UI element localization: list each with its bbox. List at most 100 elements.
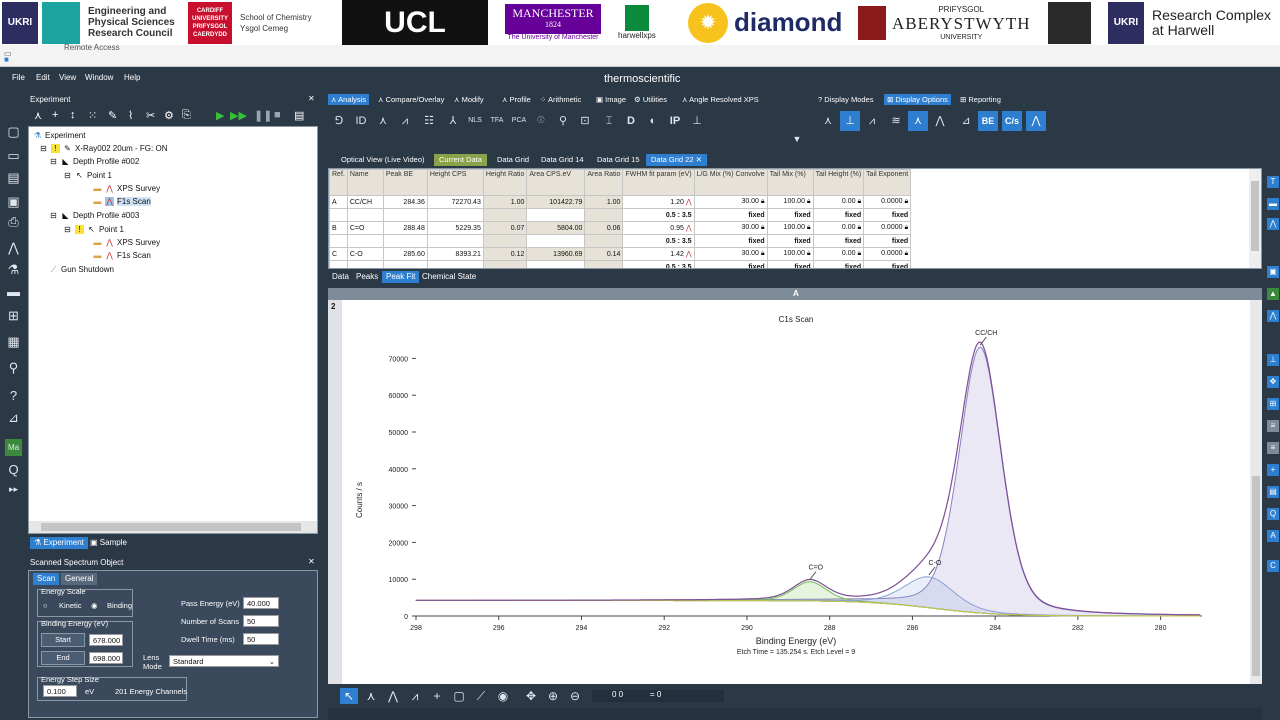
ip-icon[interactable]: IP [669, 115, 681, 127]
quant-icon[interactable]: ⊡ [580, 115, 590, 127]
collapse-icon[interactable]: ⊟ [50, 156, 57, 166]
table-icon[interactable]: ▦ [7, 334, 20, 349]
region-icon[interactable]: ⩘ [411, 689, 419, 703]
tree-hscroll[interactable] [29, 521, 317, 533]
cell-fwhm[interactable]: 0.95 ⋀ [622, 221, 695, 235]
cell-lg[interactable]: 30.00 🔒︎ [693, 247, 768, 261]
grid-vscroll[interactable] [1249, 169, 1261, 268]
tree-node-point[interactable]: ⊟ ↖ Point 1 [63, 169, 112, 181]
menu-edit[interactable]: Edit [36, 73, 50, 82]
peak-fit-icon[interactable]: ⅁ [334, 115, 344, 127]
play-all-icon[interactable]: ▶▶ [230, 110, 247, 122]
constraint-row[interactable]: 0.5 : 3.5 fixed fixed fixed fixed [329, 208, 912, 222]
tree-node-depth-profile[interactable]: ⊟ ◣ Depth Profile #003 [49, 209, 139, 221]
cell-be[interactable]: 288.48 [382, 221, 428, 235]
brush-icon[interactable]: ⌇ [128, 110, 134, 122]
flask-icon[interactable]: ⚗ [7, 262, 20, 277]
tab-display-options[interactable]: ⊠ Display Options [884, 94, 951, 105]
line-icon[interactable]: ⟋ [476, 689, 486, 703]
add-icon[interactable]: + [52, 109, 59, 121]
pointer-icon[interactable]: ↖ [340, 688, 358, 704]
eye-icon[interactable]: ◉ [497, 689, 509, 703]
cell-tail-mix[interactable]: 100.00 🔒︎ [766, 221, 814, 235]
folder-icon[interactable]: ▬ [1267, 198, 1279, 210]
move-icon[interactable]: ✥ [525, 689, 537, 703]
panel-icon[interactable]: T [1267, 176, 1279, 188]
print-icon[interactable]: ⎙ [8, 214, 19, 229]
stop-icon[interactable]: ■ [274, 109, 281, 121]
drop-icon[interactable]: ◐ [649, 115, 657, 127]
tab-general[interactable]: General [61, 573, 98, 585]
cell-fixed[interactable]: fixed [863, 208, 912, 222]
cell-tail-exp[interactable]: 0.0000 🔒︎ [863, 247, 912, 261]
cell-tail-exp[interactable]: 0.0000 🔒︎ [863, 221, 912, 235]
pass-energy-input[interactable]: 40.000 [243, 597, 279, 609]
sample-icon[interactable]: ⚲ [8, 360, 19, 375]
chart-icon[interactable]: ⩘ [401, 115, 409, 127]
tab-arxps[interactable]: ⋏ Angle Resolved XPS [682, 95, 759, 104]
cell-fixed[interactable]: fixed [766, 260, 814, 268]
search-icon[interactable]: Q [8, 462, 19, 477]
tfa-icon[interactable]: TFA [490, 117, 504, 124]
cell-lg[interactable]: 30.00 🔒︎ [693, 221, 768, 235]
cell-fwhm[interactable]: 1.20 ⋀ [622, 195, 695, 209]
import-icon[interactable]: ⎘ [182, 109, 191, 121]
dropdown-icon[interactable]: ▼ [792, 134, 802, 144]
tab-modify[interactable]: ⋏ Modify [454, 95, 484, 104]
tree-node-survey[interactable]: ▬ ⋀ XPS Survey [93, 182, 161, 194]
close-icon[interactable]: ✕ [695, 155, 702, 164]
cell-be[interactable]: 284.36 [382, 195, 428, 209]
search-icon[interactable]: Q [1267, 508, 1279, 520]
constraint-row[interactable]: 0.5 : 3.5 fixed fixed fixed fixed [329, 234, 912, 248]
grid-dots-icon[interactable]: ⁙ [88, 110, 98, 122]
zoom-in-icon[interactable]: ⊕ [547, 689, 559, 703]
spectrum-icon[interactable]: ⋀ [1267, 310, 1279, 322]
tab-reporting[interactable]: ⊞ Reporting [960, 95, 1001, 104]
cell-tail-height[interactable]: 0.00 🔒︎ [812, 247, 865, 261]
table-row[interactable]: A CC/CH 284.36 72270.43 1.00 101422.79 1… [329, 195, 912, 209]
start-button[interactable]: Start [41, 633, 85, 647]
cell-tail-mix[interactable]: 100.00 🔒︎ [766, 247, 814, 261]
cell-name[interactable]: C=O [346, 221, 384, 235]
marker-icon[interactable]: ⊥ [692, 115, 702, 127]
cell-name[interactable]: CC/CH [346, 195, 384, 209]
tab-sample[interactable]: ▣ Sample [86, 537, 131, 549]
scan-icon[interactable]: ⌶ [605, 115, 613, 127]
tree-node-point[interactable]: ⊟ ! ↖ Point 1 [63, 223, 124, 235]
crosshair-icon[interactable]: + [433, 689, 441, 703]
cell-fixed[interactable]: fixed [766, 234, 814, 248]
residual-icon[interactable]: ⋀ [935, 115, 945, 127]
ruler-icon[interactable]: ⊿ [8, 410, 19, 425]
cell-fixed[interactable]: fixed [693, 234, 768, 248]
survey-icon[interactable]: ⋏ [378, 115, 388, 127]
tab-experiment[interactable]: ⚗ Experiment [30, 537, 88, 549]
stage-icon[interactable]: ▬ [7, 284, 20, 299]
cell-fixed[interactable]: fixed [693, 208, 768, 222]
tab-display-modes[interactable]: ? Display Modes [818, 95, 873, 104]
cell-tail-height[interactable]: 0.00 🔒︎ [812, 195, 865, 209]
nls-icon[interactable]: NLS [468, 117, 482, 124]
id-circle-icon[interactable]: ⓘ [537, 117, 545, 124]
envelope-icon[interactable]: ≋ [891, 115, 901, 127]
grid-icon[interactable]: ⊞ [1267, 398, 1279, 410]
open-folder-icon[interactable]: ▭ [7, 148, 20, 163]
menu-file[interactable]: File [12, 73, 25, 82]
tab-chemical-state[interactable]: Chemical State [422, 272, 477, 281]
tree-node-experiment[interactable]: ⚗ Experiment [33, 129, 86, 141]
archive-icon[interactable]: ▣ [7, 194, 20, 209]
add-icon[interactable]: + [1267, 464, 1279, 476]
tab-data-grid-15[interactable]: Data Grid 15 [597, 155, 640, 164]
crosshair-icon[interactable]: ✥ [1267, 376, 1279, 388]
cell-fixed[interactable]: fixed [812, 260, 865, 268]
tab-analysis[interactable]: ⋏ Analysis [328, 94, 370, 105]
end-input[interactable]: 698.000 [89, 652, 123, 664]
cell-fixed[interactable]: fixed [863, 260, 912, 268]
spectrum-add-icon[interactable]: ⋏ [34, 110, 43, 122]
tree-node-survey[interactable]: ▬ ⋀ XPS Survey [93, 236, 161, 248]
fit-icon[interactable]: ⋏ [908, 111, 928, 131]
cl-icon[interactable]: C [1267, 560, 1279, 572]
spectrum-icon[interactable]: ⋀ [8, 240, 19, 255]
cell-fixed[interactable]: fixed [863, 234, 912, 248]
scroll-thumb[interactable] [1252, 476, 1260, 676]
cell-range[interactable]: 0.5 : 3.5 [622, 208, 695, 222]
